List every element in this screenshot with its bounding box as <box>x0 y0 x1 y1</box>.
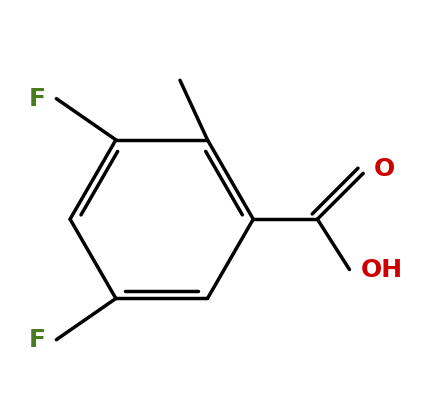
Text: F: F <box>28 87 45 110</box>
Text: F: F <box>28 328 45 352</box>
Text: OH: OH <box>360 257 403 281</box>
Text: O: O <box>374 157 396 181</box>
